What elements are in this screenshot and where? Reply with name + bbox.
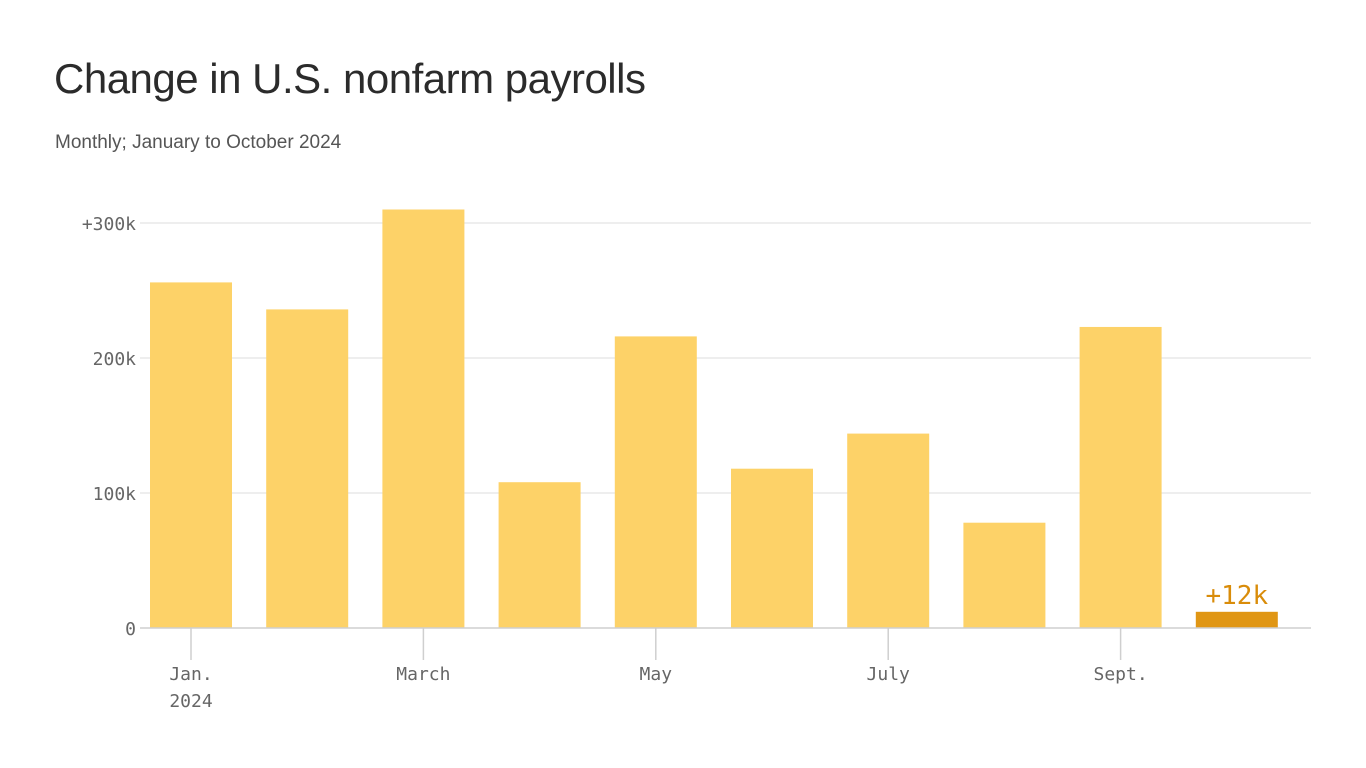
x-tick-label: March [396,664,450,685]
y-tick-label: 200k [93,349,137,370]
x-tick-label: Jan. [169,664,212,685]
bar [614,336,697,628]
x-tick-sublabel: 2024 [169,691,212,712]
x-tick-label: May [640,664,673,685]
chart-title: Change in U.S. nonfarm payrolls [54,55,646,102]
bar [847,433,930,628]
chart-subtitle: Monthly; January to October 2024 [55,132,342,153]
x-axis [140,627,1311,660]
x-tick-label: July [867,664,911,685]
bar [382,209,465,628]
bar [1079,326,1162,628]
bars [150,209,1278,628]
bar [150,282,232,628]
bar-highlight [1195,611,1278,628]
x-tick-label: Sept. [1094,664,1148,685]
bar [963,522,1046,628]
labels: 0 100k 200k +300k Jan. 2024 March May July Sept. +… [82,214,1269,712]
bar [731,468,813,628]
y-tick-label: 100k [93,484,137,505]
bar [498,482,581,628]
y-tick-label: 0 [125,619,136,640]
data-label-highlight: +12k [1205,581,1268,611]
y-tick-label: +300k [82,214,136,235]
bar [266,309,349,628]
